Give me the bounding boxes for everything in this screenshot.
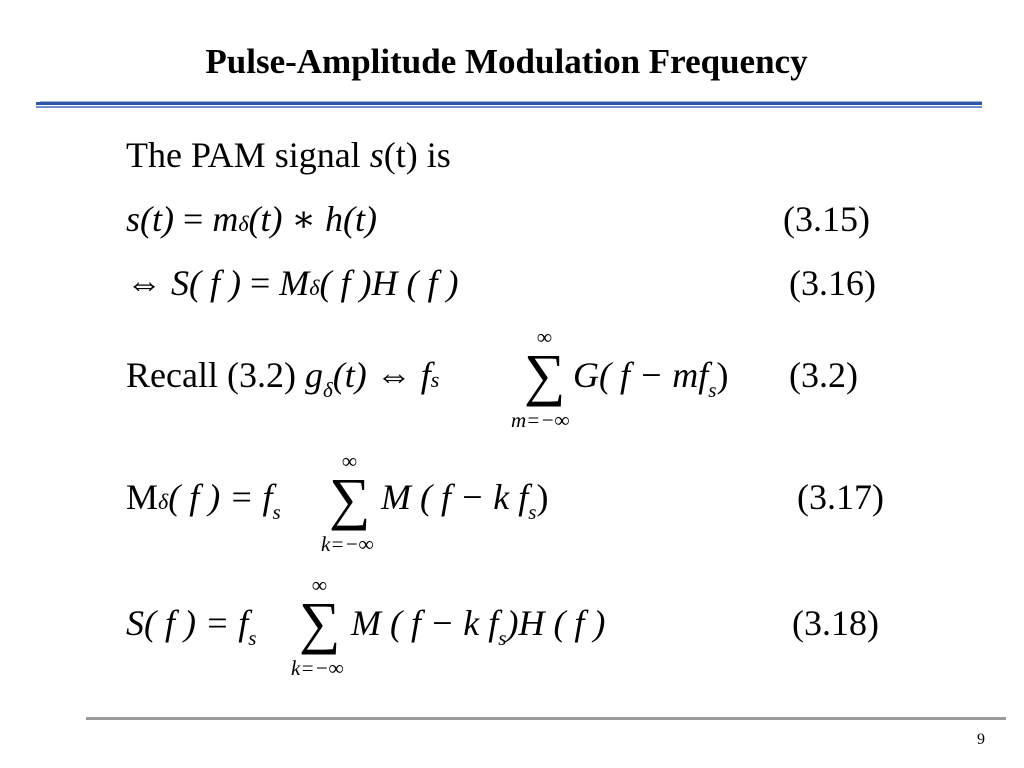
- recall-fs: f: [420, 355, 431, 395]
- eq316-delta: δ: [309, 275, 320, 300]
- equation-number-3-17: (3.17): [797, 477, 884, 517]
- eq315-lhs: s(t): [126, 199, 174, 239]
- equation-number-3-16: (3.16): [789, 263, 876, 303]
- eq317-sum-bottom: k=−∞: [321, 532, 374, 556]
- title-rule: [36, 102, 982, 105]
- recall-sum-bottom: m=−∞: [511, 408, 570, 432]
- eq317-delta: δ: [158, 489, 169, 514]
- recall-word: Recall: [126, 355, 218, 395]
- eq315-delta: δ: [238, 211, 249, 236]
- intro-var: s: [369, 135, 384, 175]
- recall-ref: (3.2): [226, 355, 296, 395]
- eq315-m: m: [212, 199, 239, 239]
- eq317-term-end: ): [536, 477, 549, 517]
- recall-fs-sub: s: [430, 367, 440, 392]
- equation-3-16: ⇔ S( f ) = Mδ( f )H ( f ): [126, 263, 459, 308]
- eq318-sum-symbol: ∑: [299, 590, 341, 655]
- recall-iff: ⇔: [375, 355, 412, 395]
- eq315-equals: =: [174, 199, 213, 239]
- eq317-term: M ( f − k fs): [381, 477, 548, 532]
- equation-number-3-15: (3.15): [783, 199, 870, 239]
- eq316-equals: =: [240, 263, 280, 303]
- recall-g: g: [304, 355, 323, 395]
- eq318-term: M ( f − k fs)H ( f ): [351, 603, 605, 658]
- equation-3-15: s(t) = mδ(t) ∗ h(t): [126, 199, 377, 244]
- equation-3-18: S( f ) = fs: [126, 603, 256, 658]
- eq317-M: M: [126, 477, 159, 517]
- equation-number-3-18: (3.18): [792, 603, 879, 643]
- eq318-term-sub: s: [498, 626, 507, 650]
- eq318-term-end: )H ( f ): [506, 603, 606, 643]
- page-number: 9: [977, 731, 985, 748]
- recall-term-end: ): [716, 355, 729, 395]
- eq316-lhs: S( f ): [171, 263, 241, 303]
- recall-g-arg: (t): [332, 355, 367, 395]
- recall-sum-top: ∞: [537, 325, 552, 349]
- equation-3-17: Mδ( f ) = fs: [126, 477, 281, 532]
- intro-line: The PAM signal s(t) is: [126, 135, 451, 175]
- title-rule-light: [40, 101, 982, 102]
- recall-sum-symbol: ∑: [524, 342, 566, 407]
- intro-tail: is: [426, 135, 451, 175]
- equation-number-3-2: (3.2): [789, 355, 858, 395]
- iff-symbol: ⇔: [126, 263, 162, 303]
- eq318-term-main: M ( f − k f: [351, 603, 499, 643]
- eq317-sum-top: ∞: [342, 449, 357, 473]
- recall-term: G( f − mfs): [573, 355, 728, 410]
- eq317-term-main: M ( f − k f: [381, 477, 529, 517]
- eq317-term-sub: s: [528, 500, 537, 524]
- footer-rule: [86, 717, 1006, 720]
- title-rule-accent: [36, 106, 982, 108]
- eq317-lhs-rest: ( f ) =: [168, 477, 263, 517]
- eq316-rest: ( f )H ( f ): [319, 263, 459, 303]
- eq317-sum-symbol: ∑: [329, 466, 371, 531]
- recall-g-sub: δ: [322, 378, 333, 402]
- eq318-fs-sub: s: [248, 626, 257, 650]
- eq317-fs: f: [262, 477, 273, 517]
- eq318-fs: f: [238, 603, 249, 643]
- eq315-rest: (t) ∗ h(t): [248, 199, 377, 239]
- intro-text: The PAM signal: [126, 135, 361, 175]
- eq318-sum-bottom: k=−∞: [291, 656, 344, 680]
- slide-title: Pulse-Amplitude Modulation Frequency: [205, 42, 808, 81]
- intro-arg: (t): [383, 135, 418, 175]
- eq318-lhs: S( f ) =: [126, 603, 239, 643]
- recall-term-sub: s: [708, 378, 717, 402]
- recall-term-main: G( f − mf: [573, 355, 709, 395]
- recall-line: Recall (3.2) gδ(t) ⇔ fs: [126, 355, 439, 410]
- eq318-sum-top: ∞: [312, 573, 327, 597]
- eq316-M: M: [279, 263, 310, 303]
- eq317-fs-sub: s: [272, 500, 281, 524]
